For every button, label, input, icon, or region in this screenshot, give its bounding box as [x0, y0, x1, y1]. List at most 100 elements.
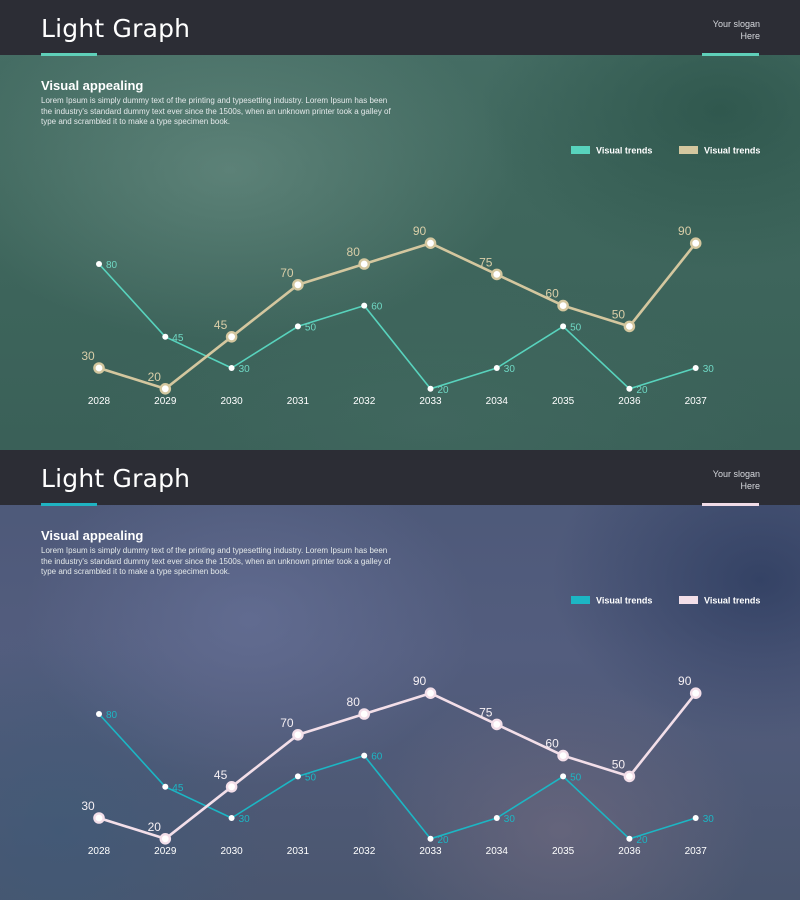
data-label: 45 [214, 768, 228, 782]
data-label: 60 [545, 737, 559, 751]
data-point [93, 812, 105, 824]
x-tick-label: 2034 [486, 846, 509, 857]
data-label: 20 [636, 385, 648, 396]
data-label: 30 [239, 814, 251, 825]
slogan-line-2: Here [740, 481, 760, 491]
data-point [427, 835, 434, 842]
page-title: Light Graph [41, 14, 191, 43]
data-label: 30 [703, 814, 715, 825]
legend-swatch [679, 596, 698, 604]
x-tick-label: 2037 [685, 846, 708, 857]
data-point [560, 773, 567, 780]
page-title: Light Graph [41, 464, 191, 493]
data-point [292, 728, 304, 741]
data-point [623, 320, 636, 333]
data-point [162, 333, 169, 340]
data-point [96, 711, 102, 717]
data-point [623, 770, 636, 783]
x-tick-label: 2030 [220, 846, 243, 857]
data-label: 30 [81, 349, 95, 363]
data-point [225, 780, 238, 793]
slogan: Your slogan Here [680, 18, 760, 42]
x-tick-label: 2037 [685, 396, 708, 407]
x-tick-label: 2028 [88, 396, 111, 407]
data-point [424, 687, 437, 699]
description-text: Lorem Ipsum is simply dummy text of the … [41, 96, 391, 127]
x-tick-label: 2031 [287, 396, 310, 407]
data-label: 50 [570, 322, 582, 333]
data-label: 60 [545, 287, 559, 301]
data-point [490, 268, 503, 281]
slogan-line-2: Here [740, 31, 760, 41]
series-line [98, 713, 696, 840]
legend-label: Visual trends [596, 596, 652, 606]
slogan-line-1: Your slogan [712, 469, 760, 479]
data-point [626, 835, 633, 842]
legend-item: Visual trends [679, 596, 760, 606]
data-label: 30 [81, 799, 95, 813]
legend-item: Visual trends [571, 596, 652, 606]
data-label: 80 [347, 695, 361, 709]
data-point [493, 815, 500, 821]
x-tick-label: 2035 [552, 846, 575, 857]
header-bar: Light Graph Your slogan Here [0, 450, 800, 505]
data-point [228, 815, 235, 821]
data-point [294, 323, 301, 330]
data-label: 75 [479, 705, 493, 719]
data-label: 20 [438, 835, 450, 846]
data-label: 20 [148, 820, 162, 834]
data-point [557, 299, 569, 312]
legend-label: Visual trends [704, 146, 760, 156]
data-label: 60 [371, 752, 383, 763]
data-label: 30 [504, 364, 516, 375]
data-point [493, 365, 500, 371]
data-point [292, 278, 304, 291]
legend-swatch [571, 596, 590, 604]
header-bar: Light Graph Your slogan Here [0, 0, 800, 55]
legend-swatch [679, 146, 698, 154]
data-label: 30 [504, 814, 516, 825]
data-label: 20 [636, 835, 648, 846]
data-label: 20 [148, 370, 162, 384]
x-tick-label: 2033 [419, 396, 442, 407]
data-label: 70 [280, 266, 294, 280]
data-label: 50 [305, 322, 317, 333]
data-label: 80 [106, 260, 118, 271]
data-point [692, 815, 699, 821]
data-point [358, 258, 371, 270]
x-tick-label: 2030 [220, 396, 243, 407]
series-line [98, 241, 697, 391]
x-tick-label: 2035 [552, 396, 575, 407]
data-label: 75 [479, 255, 493, 269]
panel-background [0, 450, 800, 900]
data-label: 50 [570, 772, 582, 783]
chart-panel-teal: Light Graph Your slogan Here Visual appe… [0, 0, 800, 450]
series-line [98, 263, 696, 390]
data-point [225, 330, 238, 343]
section-heading: Visual appealing [41, 528, 144, 543]
slogan-underline [702, 53, 759, 56]
data-point [689, 237, 702, 249]
data-point [358, 708, 371, 720]
data-label: 90 [413, 224, 427, 238]
panel-background [0, 0, 800, 450]
data-label: 50 [305, 772, 317, 783]
slogan: Your slogan Here [680, 468, 760, 492]
chart-panel-blue: Light Graph Your slogan Here Visual appe… [0, 450, 800, 900]
series-line [98, 691, 697, 841]
data-point [228, 365, 235, 371]
data-label: 45 [172, 333, 184, 344]
title-underline [41, 503, 97, 506]
data-label: 70 [280, 716, 294, 730]
title-underline [41, 53, 97, 56]
data-point [159, 832, 172, 845]
data-label: 80 [106, 710, 118, 721]
data-point [626, 385, 633, 392]
legend-item: Visual trends [571, 146, 652, 156]
data-point [424, 237, 437, 249]
description-text: Lorem Ipsum is simply dummy text of the … [41, 546, 391, 577]
x-tick-label: 2036 [618, 846, 641, 857]
legend-swatch [571, 146, 590, 154]
